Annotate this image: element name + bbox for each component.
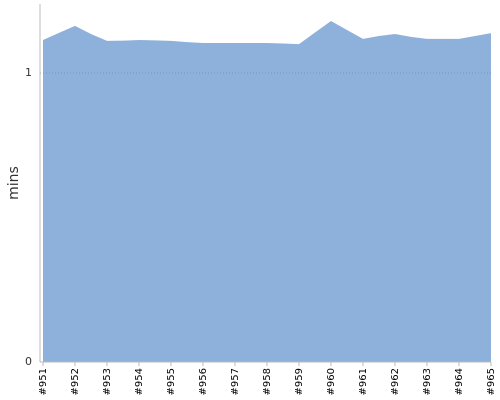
x-tick-label: #964: [454, 368, 465, 395]
x-tick-label: #965: [486, 368, 497, 395]
area: [43, 20, 491, 362]
x-tick-label: #961: [358, 368, 369, 395]
y-tick-label: 0: [25, 355, 32, 368]
x-tick-label: #963: [422, 368, 433, 395]
y-tick-label: 1: [25, 66, 32, 79]
x-tick-label: #958: [262, 368, 273, 395]
y-axis-label: mins: [6, 166, 22, 200]
x-tick-label: #952: [70, 368, 81, 395]
x-tick-label: #956: [198, 368, 209, 395]
x-tick-label: #955: [166, 368, 177, 395]
x-tick-label: #959: [294, 368, 305, 395]
x-tick-label: #960: [326, 368, 337, 395]
x-tick-label: #953: [102, 368, 113, 395]
x-tick-label: #951: [38, 368, 49, 395]
x-tick-label: #954: [134, 368, 145, 395]
x-tick-label: #962: [390, 368, 401, 395]
x-tick-label: #957: [230, 368, 241, 395]
